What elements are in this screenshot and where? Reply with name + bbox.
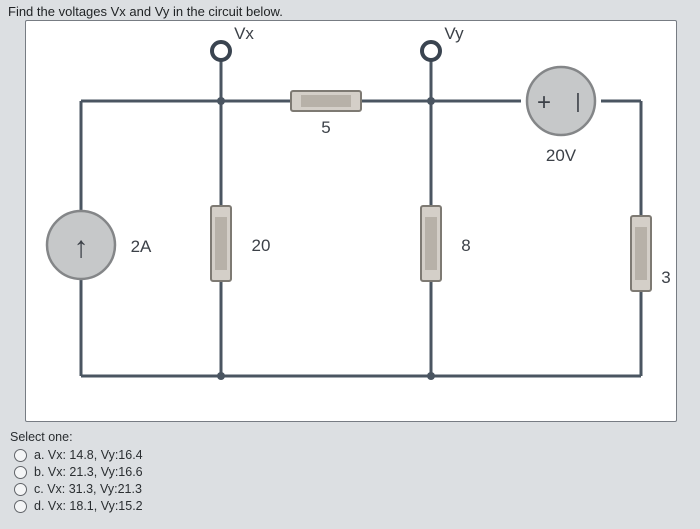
probe-vx: Vx [212, 24, 254, 60]
svg-text:Vx: Vx [234, 24, 254, 43]
voltage-source: + | 20V [527, 67, 595, 165]
resistor-r3: 3 [631, 216, 671, 291]
option-label: c. Vx: 31.3, Vy:21.3 [34, 482, 142, 496]
answer-prompt: Select one: [10, 430, 143, 444]
probe-vy: Vy [422, 24, 464, 60]
option-label: d. Vx: 18.1, Vy:15.2 [34, 499, 143, 513]
option-d[interactable]: d. Vx: 18.1, Vy:15.2 [14, 499, 143, 513]
option-label: a. Vx: 14.8, Vy:16.4 [34, 448, 143, 462]
svg-text:2A: 2A [131, 237, 152, 256]
svg-text:↑: ↑ [74, 231, 89, 264]
svg-text:|: | [575, 91, 580, 113]
option-b[interactable]: b. Vx: 21.3, Vy:16.6 [14, 465, 143, 479]
svg-text:20: 20 [252, 236, 271, 255]
svg-text:8: 8 [461, 236, 470, 255]
option-a[interactable]: a. Vx: 14.8, Vy:16.4 [14, 448, 143, 462]
option-label: b. Vx: 21.3, Vy:16.6 [34, 465, 143, 479]
svg-text:+: + [537, 89, 551, 116]
resistor-r8: 8 [421, 206, 471, 281]
svg-text:Vy: Vy [444, 24, 464, 43]
resistor-r20: 20 [211, 206, 270, 281]
radio-icon [14, 500, 27, 513]
resistor-r5: 5 [291, 91, 361, 137]
radio-icon [14, 449, 27, 462]
svg-text:20V: 20V [546, 146, 577, 165]
radio-icon [14, 483, 27, 496]
current-source: ↑ 2A [47, 211, 152, 279]
option-c[interactable]: c. Vx: 31.3, Vy:21.3 [14, 482, 143, 496]
circuit-canvas: Vx Vy ↑ 2A + | 20V [25, 20, 677, 422]
answer-block: Select one: a. Vx: 14.8, Vy:16.4 b. Vx: … [10, 430, 143, 516]
svg-text:5: 5 [321, 118, 330, 137]
question-text: Find the voltages Vx and Vy in the circu… [8, 4, 283, 19]
svg-text:3: 3 [661, 268, 670, 287]
radio-icon [14, 466, 27, 479]
